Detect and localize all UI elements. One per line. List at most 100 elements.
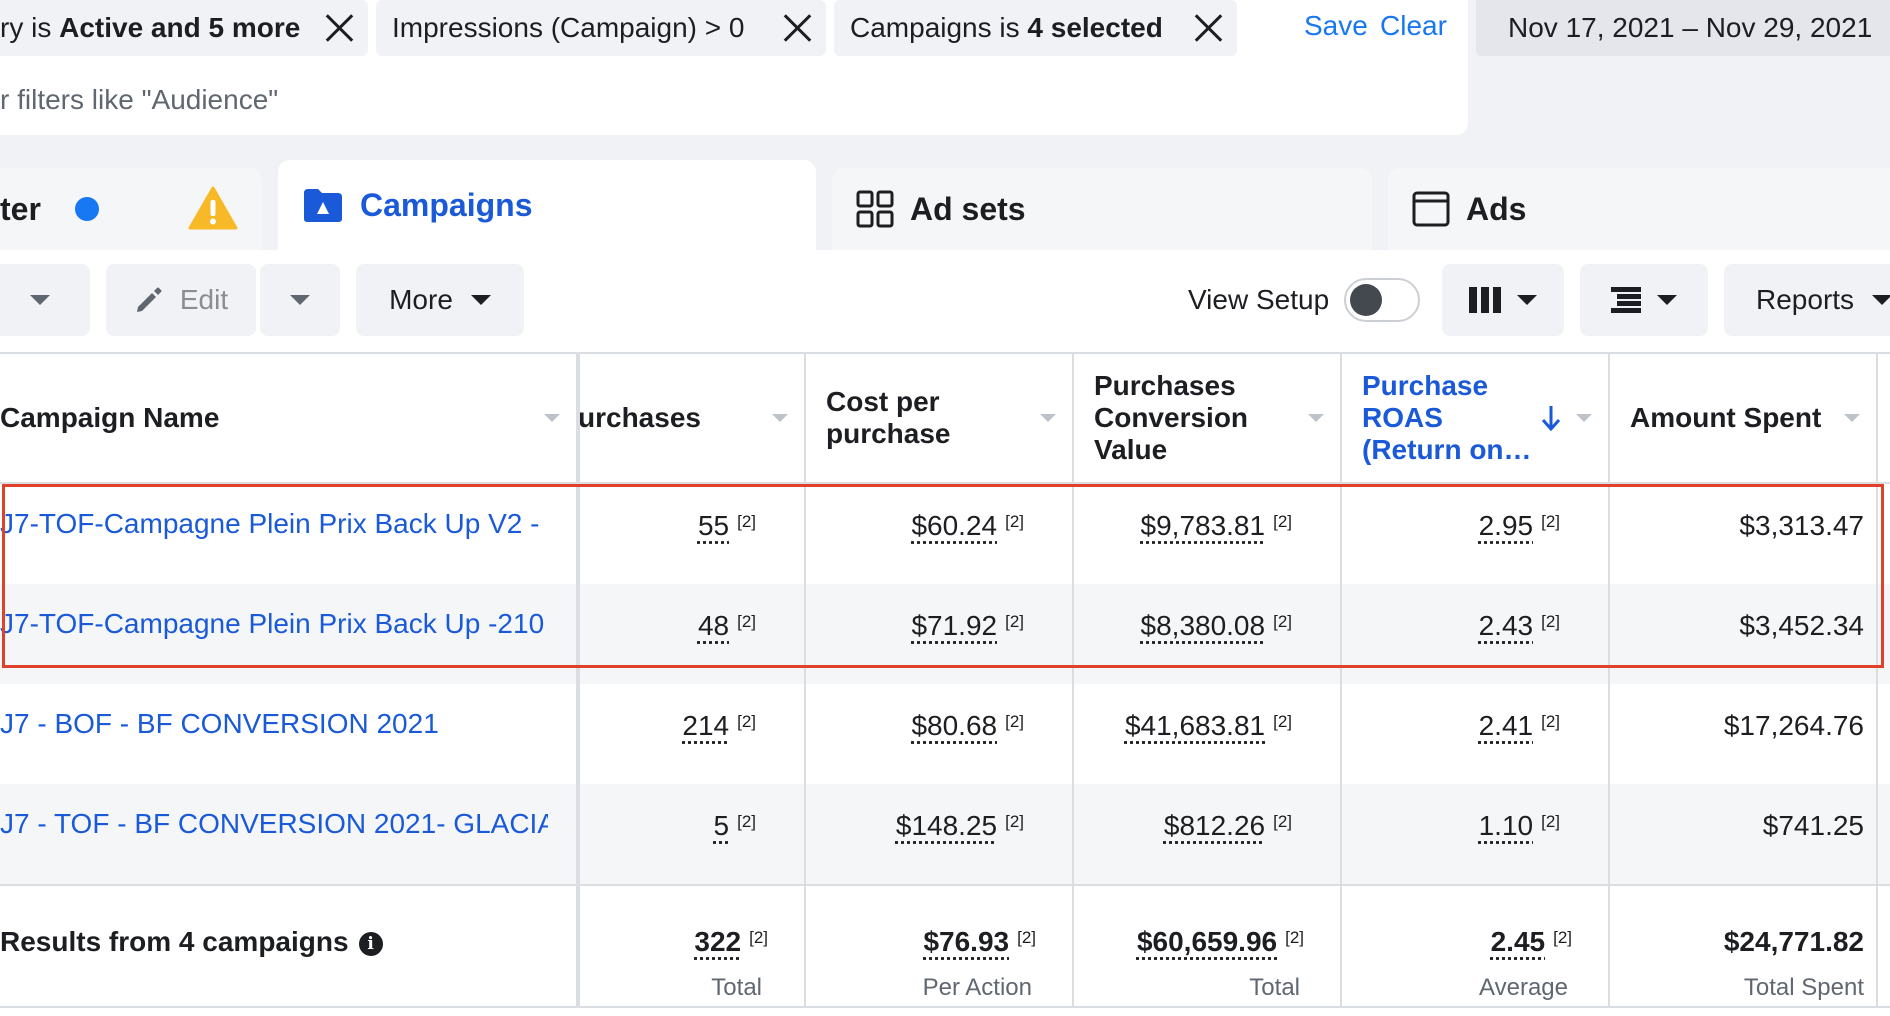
chevron-down-icon bbox=[290, 295, 310, 305]
cost-per-purchase-cell: $80.68 [2] bbox=[911, 710, 1024, 742]
breakdown-button[interactable] bbox=[1580, 264, 1708, 336]
column-header-label: Amount Spent bbox=[1630, 402, 1822, 433]
column-header-cost-per-purchase[interactable]: Cost per purchase bbox=[826, 354, 1046, 482]
date-range-picker[interactable]: Nov 17, 2021 – Nov 29, 2021 bbox=[1476, 0, 1890, 56]
purchases-cell: 5 [2] bbox=[714, 810, 756, 842]
roas-cell: 1.10 [2] bbox=[1479, 810, 1560, 842]
conversion-value-cell: $8,380.08 [2] bbox=[1141, 610, 1292, 642]
column-header-amount-spent[interactable]: Amount Spent bbox=[1630, 354, 1830, 482]
cell-value: $812.26 bbox=[1163, 810, 1266, 841]
tab-label: ter bbox=[0, 190, 41, 227]
cell-value: 2.95 bbox=[1478, 510, 1534, 541]
footnote-marker: [2] bbox=[1017, 928, 1036, 947]
footnote-marker: [2] bbox=[1541, 712, 1560, 731]
cell-value: 55 bbox=[697, 510, 730, 541]
create-dropdown-button[interactable] bbox=[0, 264, 90, 336]
cost-per-purchase-cell: $148.25 [2] bbox=[896, 810, 1024, 842]
footnote-marker: [2] bbox=[1273, 812, 1292, 831]
save-filters-button[interactable]: Save bbox=[1304, 10, 1368, 41]
sort-caret-icon[interactable] bbox=[772, 414, 788, 422]
roas-cell: 2.41 [2] bbox=[1479, 710, 1560, 742]
column-divider bbox=[804, 354, 806, 1008]
cell-value: 2.43 bbox=[1478, 610, 1534, 641]
footnote-marker: [2] bbox=[737, 512, 756, 531]
roas-cell: 2.43 [2] bbox=[1479, 610, 1560, 642]
column-header-label: Campaign Name bbox=[0, 402, 220, 433]
tab-label: Campaigns bbox=[360, 186, 533, 223]
column-header-roas[interactable]: Purchase ROAS (Return on… bbox=[1362, 354, 1542, 482]
cell-value: $80.68 bbox=[911, 710, 998, 741]
column-header-label: Value bbox=[1094, 434, 1168, 465]
tab-ads[interactable]: Ads bbox=[1388, 168, 1890, 250]
total-amount-spent: $24,771.82 bbox=[1723, 926, 1864, 957]
view-setup-toggle[interactable] bbox=[1344, 278, 1420, 322]
remove-filter-icon[interactable] bbox=[782, 12, 812, 42]
sort-caret-icon[interactable] bbox=[1844, 414, 1860, 422]
campaign-name-link[interactable]: J7 - TOF - BF CONVERSION 2021- GLACIAL bbox=[0, 808, 548, 839]
more-button[interactable]: More bbox=[356, 264, 524, 336]
reports-button[interactable]: Reports bbox=[1724, 264, 1890, 336]
campaigns-table: Campaign Name urchases Cost per purchase… bbox=[0, 354, 1890, 1016]
cell-value: $9,783.81 bbox=[1140, 510, 1266, 541]
edit-label: Edit bbox=[179, 284, 229, 315]
cell-value: 214 bbox=[682, 710, 730, 741]
tab-campaigns[interactable]: Campaigns bbox=[278, 160, 816, 250]
tab-label: Ads bbox=[1466, 190, 1527, 227]
column-header-label: Purchase bbox=[1362, 370, 1489, 401]
footnote-marker: [2] bbox=[1553, 928, 1572, 947]
total-spent-caption: Total Spent bbox=[1743, 974, 1864, 1001]
remove-filter-icon[interactable] bbox=[1193, 12, 1223, 42]
column-header-campaign-name[interactable]: Campaign Name bbox=[0, 354, 560, 482]
total-purchases: 322 [2] bbox=[694, 926, 768, 958]
cell-value: $60.24 bbox=[911, 510, 998, 541]
tab-adsets[interactable]: Ad sets bbox=[832, 168, 1372, 250]
column-header-label: Purchases bbox=[1094, 370, 1236, 401]
chevron-down-icon bbox=[1657, 295, 1677, 305]
filter-search-input[interactable]: r filters like "Audience" bbox=[0, 84, 279, 115]
conversion-value-cell: $41,683.81 [2] bbox=[1125, 710, 1292, 742]
edit-dropdown-button[interactable] bbox=[260, 264, 340, 336]
amount-spent-cell: $3,313.47 bbox=[1739, 510, 1864, 541]
column-header-purchases[interactable]: urchases bbox=[578, 354, 778, 482]
tab-label: Ad sets bbox=[910, 190, 1026, 227]
column-divider bbox=[1340, 354, 1342, 1008]
remove-filter-icon[interactable] bbox=[324, 12, 354, 42]
column-header-conversion-value[interactable]: Purchases Conversion Value bbox=[1094, 354, 1314, 482]
filter-chip-value: Active and 5 more bbox=[59, 12, 301, 43]
filter-chip-delivery[interactable]: ry is Active and 5 more bbox=[0, 0, 368, 56]
footnote-marker: [2] bbox=[737, 612, 756, 631]
footnote-marker: [2] bbox=[1005, 512, 1024, 531]
campaign-name-link[interactable]: J7-TOF-Campagne Plein Prix Back Up V2 - … bbox=[0, 508, 548, 539]
filter-chip-impressions[interactable]: Impressions (Campaign) > 0 bbox=[376, 0, 826, 56]
reports-label: Reports bbox=[1756, 284, 1855, 315]
sort-caret-icon[interactable] bbox=[1040, 414, 1056, 422]
totals-divider bbox=[0, 884, 1890, 886]
sort-caret-icon[interactable] bbox=[1308, 414, 1324, 422]
total-value-caption: Total bbox=[1249, 974, 1300, 1001]
purchases-cell: 55 [2] bbox=[698, 510, 756, 542]
info-icon[interactable]: i bbox=[358, 932, 383, 956]
warning-icon bbox=[188, 186, 238, 230]
campaign-name-link[interactable]: J7-TOF-Campagne Plein Prix Back Up -210… bbox=[0, 608, 548, 639]
footnote-marker: [2] bbox=[1273, 712, 1292, 731]
clear-filters-button[interactable]: Clear bbox=[1380, 10, 1447, 41]
sort-descending-icon[interactable] bbox=[1540, 404, 1562, 432]
edit-button[interactable]: Edit bbox=[106, 264, 256, 336]
campaign-name-link[interactable]: J7 - BOF - BF CONVERSION 2021 bbox=[0, 708, 439, 739]
ads-window-icon bbox=[1412, 191, 1450, 227]
totals-label: Results from 4 campaigns i bbox=[0, 926, 383, 958]
footnote-marker: [2] bbox=[737, 812, 756, 831]
cell-value: $60,659.96 bbox=[1136, 926, 1278, 957]
table-row[interactable]: J7 - TOF - BF CONVERSION 2021- GLACIAL 5… bbox=[0, 784, 1890, 884]
filter-chip-prefix: Campaigns is bbox=[850, 12, 1028, 43]
filter-chip-campaigns[interactable]: Campaigns is 4 selected bbox=[834, 0, 1237, 56]
table-row[interactable]: J7-TOF-Campagne Plein Prix Back Up -210…… bbox=[0, 584, 1890, 684]
sort-caret-icon[interactable] bbox=[1576, 414, 1592, 422]
cell-value: 5 bbox=[713, 810, 730, 841]
sort-caret-icon[interactable] bbox=[544, 414, 560, 422]
table-row[interactable]: J7-TOF-Campagne Plein Prix Back Up V2 - … bbox=[0, 484, 1890, 584]
table-row[interactable]: J7 - BOF - BF CONVERSION 2021 214 [2] $80… bbox=[0, 684, 1890, 784]
columns-button[interactable] bbox=[1442, 264, 1564, 336]
tab-account-overview[interactable]: ter bbox=[0, 168, 262, 250]
